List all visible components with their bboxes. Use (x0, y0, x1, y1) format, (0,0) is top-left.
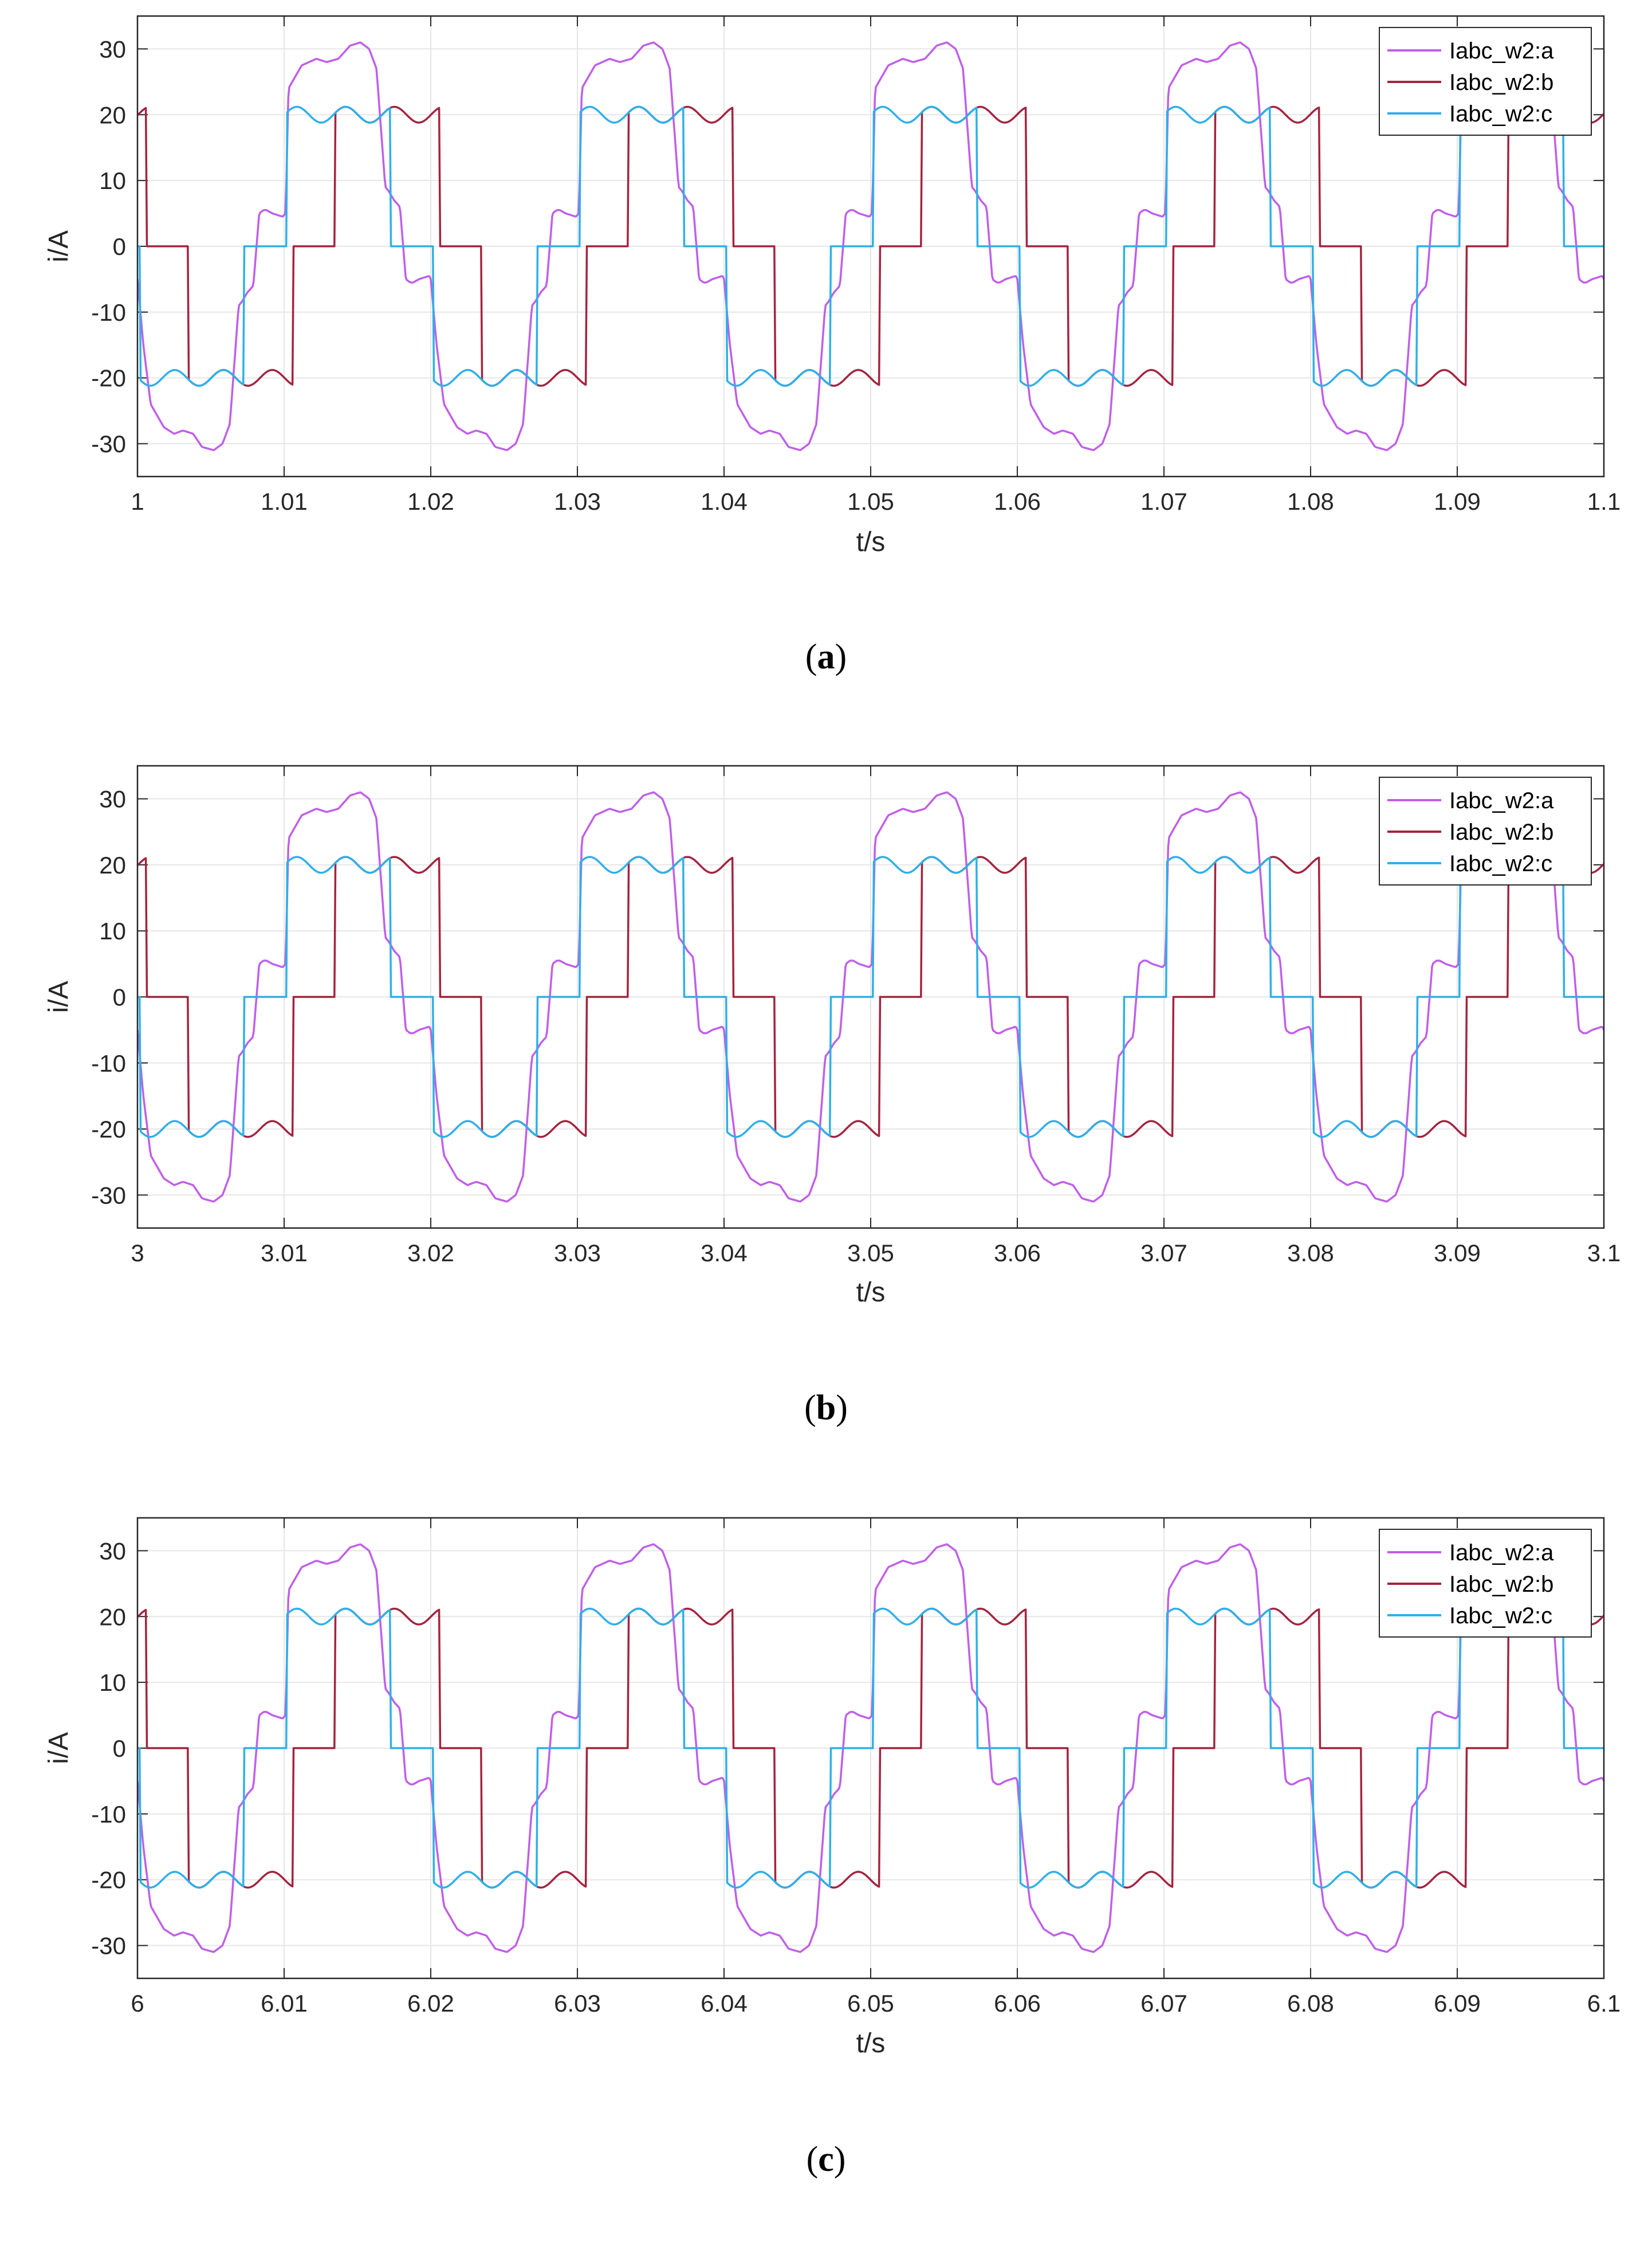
x-tick-label: 3.02 (407, 1239, 454, 1266)
caption-letter: a (817, 638, 835, 676)
y-tick-label: 0 (113, 984, 126, 1011)
x-tick-label: 3.08 (1287, 1239, 1334, 1266)
y-tick-label: 20 (99, 1603, 126, 1630)
panel-b: 3 3.01 3.02 3.03 3.04 3.05 3.06 3.07 3.08 3.09 3.1… (44, 765, 1620, 1427)
y-tick-label: -30 (91, 1933, 126, 1959)
x-tick-label: 6.05 (847, 1990, 894, 2017)
x-tick-label: 6.03 (554, 1990, 601, 2017)
x-tick-label: 3.03 (554, 1239, 601, 1266)
caption-letter: b (816, 1388, 836, 1427)
legend-entry: Iabc_w2:a (1449, 38, 1554, 64)
y-axis-label: i/A (44, 230, 74, 262)
series-line-Iabc_w2:a (137, 791, 1604, 1203)
y-tick-label: 0 (113, 1735, 126, 1762)
x-tick-label: 3.01 (261, 1239, 308, 1266)
x-tick-label: 1.03 (554, 488, 601, 515)
caption-letter: c (818, 2140, 834, 2179)
x-tick-label: 6.02 (407, 1990, 454, 2017)
y-axis-label: i/A (44, 981, 74, 1013)
x-tick-label: 6 (131, 1990, 144, 2017)
y-tick-label: -10 (91, 1050, 126, 1077)
x-tick-label: 6.01 (261, 1990, 308, 2017)
y-tick-label: 30 (99, 36, 126, 62)
x-tick-label: 6.09 (1434, 1990, 1481, 2017)
y-tick-label: -10 (91, 299, 126, 326)
panel-c: 6 6.01 6.02 6.03 6.04 6.05 6.06 6.07 6.08 6.09 6.1… (44, 1517, 1620, 2179)
y-tick-label: -30 (91, 1182, 126, 1209)
y-tick-label: 10 (99, 918, 126, 945)
y-tick-label: 30 (99, 786, 126, 813)
y-tick-label: 20 (99, 852, 126, 879)
legend-entry: Iabc_w2:c (1449, 851, 1552, 876)
y-tick-label: 0 (113, 233, 126, 260)
legend-entry: Iabc_w2:c (1449, 1603, 1552, 1628)
legend: Iabc_w2:a Iabc_w2:b Iabc_w2:c (1379, 1529, 1592, 1638)
legend: Iabc_w2:a Iabc_w2:b Iabc_w2:c (1379, 27, 1592, 136)
x-tick-label: 3.04 (701, 1239, 748, 1266)
x-tick-label: 1.08 (1287, 488, 1334, 515)
series-line-Iabc_w2:a (137, 1543, 1604, 1953)
axes-box (136, 765, 1605, 1229)
panel-caption: (a) (805, 638, 847, 676)
y-axis-label: i/A (44, 1732, 74, 1764)
x-tick-label: 1.06 (994, 488, 1041, 515)
y-tick-label: -20 (91, 1867, 126, 1894)
series-line-Iabc_w2:c (137, 105, 1604, 387)
x-tick-label: 1.04 (701, 488, 748, 515)
y-tick-label: 30 (99, 1537, 126, 1564)
legend: Iabc_w2:a Iabc_w2:b Iabc_w2:c (1379, 777, 1592, 886)
panel-a: 1 1.01 1.02 1.03 1.04 1.05 1.06 1.07 1.08 1.09 1.1… (44, 15, 1620, 676)
series-group (137, 1543, 1604, 1953)
series-group (137, 791, 1604, 1203)
y-tick-label: -20 (91, 1116, 126, 1143)
x-tick-label: 3.05 (847, 1239, 894, 1266)
x-tick-label: 6.1 (1587, 1990, 1620, 2017)
legend-entry: Iabc_w2:b (1449, 70, 1553, 95)
y-tick-label: -20 (91, 365, 126, 392)
x-tick-label: 1.05 (847, 488, 894, 515)
x-tick-label: 3.06 (994, 1239, 1041, 1266)
x-tick-label: 1 (131, 488, 144, 515)
y-tick-label: 20 (99, 101, 126, 128)
panel-caption: (b) (804, 1388, 848, 1427)
x-tick-label: 6.04 (701, 1990, 748, 2017)
y-tick-label: -30 (91, 431, 126, 458)
series-line-Iabc_w2:c (137, 1607, 1604, 1889)
panel-caption: (c) (807, 2140, 846, 2179)
x-tick-label: 6.08 (1287, 1990, 1334, 2017)
x-axis-label: t/s (856, 2028, 886, 2059)
axes-box (136, 15, 1605, 478)
x-tick-label: 1.09 (1434, 488, 1481, 515)
x-tick-label: 3.07 (1140, 1239, 1187, 1266)
legend-entry: Iabc_w2:b (1449, 820, 1553, 845)
series-group (137, 41, 1604, 451)
x-tick-label: 6.07 (1140, 1990, 1187, 2017)
axes-box (136, 1517, 1605, 1980)
series-line-Iabc_w2:c (137, 856, 1604, 1138)
x-tick-label: 1.1 (1587, 488, 1620, 515)
y-tick-label: -10 (91, 1801, 126, 1828)
x-tick-label: 3 (131, 1239, 144, 1266)
legend-entry: Iabc_w2:a (1449, 788, 1554, 813)
x-tick-label: 3.1 (1587, 1239, 1620, 1266)
legend-entry: Iabc_w2:a (1449, 1540, 1554, 1565)
x-axis-label: t/s (856, 1277, 886, 1308)
x-tick-label: 1.01 (261, 488, 308, 515)
y-tick-label: 10 (99, 167, 126, 194)
legend-entry: Iabc_w2:b (1449, 1572, 1553, 1597)
x-tick-label: 1.02 (407, 488, 454, 515)
x-axis-label: t/s (856, 527, 886, 557)
series-line-Iabc_w2:a (137, 41, 1604, 451)
x-tick-label: 3.09 (1434, 1239, 1481, 1266)
x-tick-label: 1.07 (1140, 488, 1187, 515)
y-tick-label: 10 (99, 1669, 126, 1696)
legend-entry: Iabc_w2:c (1449, 101, 1552, 127)
x-tick-label: 6.06 (994, 1990, 1041, 2017)
